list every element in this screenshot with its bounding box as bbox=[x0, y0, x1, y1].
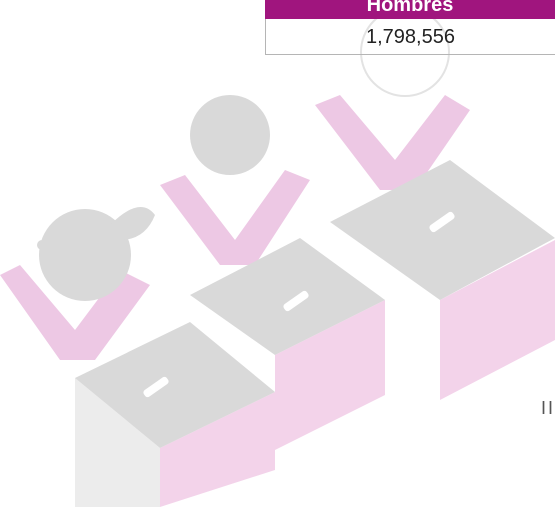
bow bbox=[37, 240, 47, 250]
page: Hombres 1,798,556 II bbox=[0, 0, 555, 507]
table-header: Hombres bbox=[265, 0, 555, 19]
head bbox=[190, 95, 270, 175]
table-cell: 1,798,556 bbox=[265, 19, 555, 55]
illustration bbox=[0, 0, 555, 507]
ponytail bbox=[110, 207, 155, 240]
partial-text: II bbox=[541, 398, 555, 419]
